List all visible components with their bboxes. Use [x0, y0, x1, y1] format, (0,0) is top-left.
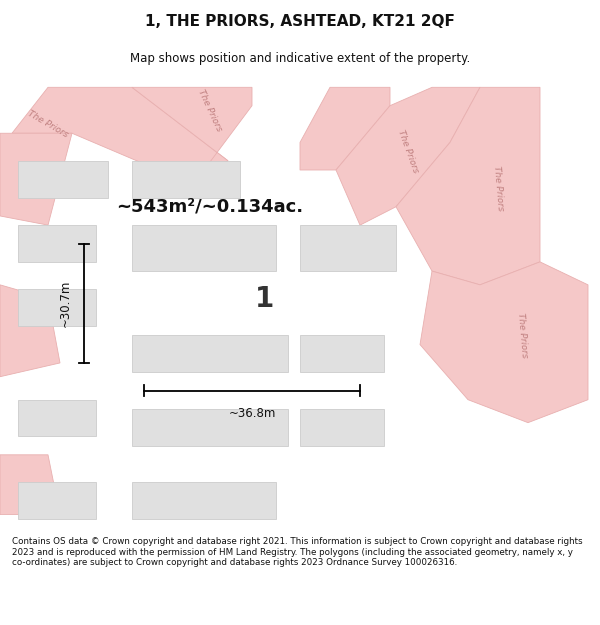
- Text: The Priors: The Priors: [196, 88, 224, 132]
- Text: ~36.8m: ~36.8m: [229, 407, 275, 419]
- Polygon shape: [0, 133, 72, 225]
- Polygon shape: [300, 409, 384, 446]
- Polygon shape: [132, 336, 288, 372]
- Text: 1: 1: [254, 284, 274, 312]
- Text: Map shows position and indicative extent of the property.: Map shows position and indicative extent…: [130, 52, 470, 65]
- Polygon shape: [18, 289, 96, 326]
- Polygon shape: [132, 161, 240, 198]
- Text: The Priors: The Priors: [515, 312, 529, 358]
- Polygon shape: [132, 225, 276, 271]
- Polygon shape: [336, 88, 480, 225]
- Polygon shape: [132, 482, 276, 519]
- Polygon shape: [18, 400, 96, 436]
- Polygon shape: [12, 88, 228, 179]
- Polygon shape: [18, 225, 96, 262]
- Text: The Priors: The Priors: [26, 109, 70, 139]
- Text: The Priors: The Priors: [396, 129, 420, 174]
- Polygon shape: [18, 161, 108, 198]
- Polygon shape: [300, 336, 384, 372]
- Text: The Priors: The Priors: [491, 166, 505, 211]
- Polygon shape: [396, 88, 540, 285]
- Text: 1, THE PRIORS, ASHTEAD, KT21 2QF: 1, THE PRIORS, ASHTEAD, KT21 2QF: [145, 14, 455, 29]
- Polygon shape: [0, 285, 60, 377]
- Polygon shape: [300, 88, 390, 170]
- Text: ~30.7m: ~30.7m: [59, 279, 72, 327]
- Polygon shape: [18, 482, 96, 519]
- Polygon shape: [132, 409, 288, 446]
- Polygon shape: [132, 88, 252, 179]
- Polygon shape: [300, 225, 396, 271]
- Polygon shape: [420, 262, 588, 422]
- Polygon shape: [0, 455, 60, 514]
- Text: Contains OS data © Crown copyright and database right 2021. This information is : Contains OS data © Crown copyright and d…: [12, 538, 583, 568]
- Text: ~543m²/~0.134ac.: ~543m²/~0.134ac.: [116, 198, 304, 216]
